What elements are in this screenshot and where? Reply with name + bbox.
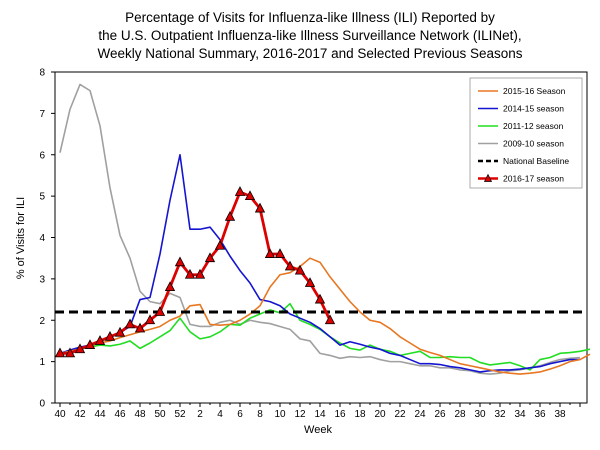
series-layer [59,83,591,375]
chart-title-line-1: Percentage of Visits for Influenza-like … [125,10,495,25]
x-tick-label: 4 [217,409,223,420]
x-tick-label: 46 [114,409,126,420]
legend-label-national-baseline: National Baseline [503,156,569,166]
legend-label: 2011-12 season [503,121,564,131]
data-point-2016-17 [114,326,126,337]
legend-label: 2009-10 season [503,139,564,149]
y-tick-label: 0 [39,399,45,410]
chart-title-line-2: the U.S. Outpatient Influenza-like Illne… [98,28,521,43]
x-tick-label: 30 [474,409,486,420]
series-line-2015-16-season [59,257,591,375]
x-axis-label: Week [304,424,332,436]
series-line-2016-17-season [60,190,332,355]
data-point-2016-17 [164,281,176,292]
data-point-2016-17 [244,190,256,201]
x-tick-label: 42 [74,409,86,420]
y-tick-label: 8 [39,68,45,79]
data-point-2016-17 [64,347,76,358]
x-tick-label: 52 [174,409,186,420]
x-tick-label: 50 [154,409,166,420]
data-point-2016-17 [184,268,196,279]
y-tick-label: 1 [39,357,45,368]
x-tick-label: 38 [554,409,566,420]
y-axis-label: % of Visits for ILI [15,197,27,279]
data-point-2016-17 [204,252,216,263]
y-tick-label: 4 [39,233,45,244]
data-point-2016-17 [264,248,276,258]
data-point-2016-17 [144,314,156,325]
data-point-2016-17 [74,343,86,354]
y-tick-label: 3 [39,274,45,285]
y-tick-label: 7 [39,109,45,120]
x-tick-label: 6 [237,409,243,420]
legend: 2015-16 Season 2014-15 season 2011-12 seas… [469,77,583,189]
data-point-2016-17 [134,322,146,333]
legend-label: 2016-17 season [503,174,564,184]
legend-box [469,77,583,189]
data-point-2016-17 [304,277,316,287]
x-tick-label: 26 [434,409,446,420]
data-point-2016-17 [194,268,206,279]
data-point-2016-17 [234,186,246,196]
x-tick-label: 28 [454,409,466,420]
y-tick-label: 5 [39,192,45,203]
x-tick-label: 32 [494,409,506,420]
x-tick-label: 48 [134,409,146,420]
x-tick-label: 2 [197,409,203,420]
data-point-2016-17 [124,318,136,329]
x-tick-label: 8 [257,409,263,420]
data-point-2016-17 [84,339,96,349]
data-point-2016-17 [254,202,266,213]
x-tick-label: 18 [354,409,366,420]
x-axis-ticks: 40 42 44 46 48 50 52 2 4 6 8 10 12 14 16 18 20 22 24 26 28 30… [54,403,581,420]
legend-marker [483,173,493,182]
data-point-2016-17 [174,256,186,267]
current-season-layer [54,186,336,358]
x-tick-label: 12 [294,409,306,420]
legend-label: 2015-16 Season [503,86,566,96]
data-point-2016-17 [274,248,286,258]
series-line-2011-12-season [59,302,591,371]
data-point-2016-17 [94,335,106,345]
data-point-2016-17 [154,306,166,316]
y-tick-label: 2 [39,316,45,327]
data-point-2016-17 [324,314,336,325]
data-point-2016-17 [314,293,326,304]
data-point-2016-17 [214,239,226,250]
chart-title-line-3: Weekly National Summary, 2016-2017 and S… [98,46,523,61]
data-point-2016-17 [294,264,306,275]
x-tick-label: 44 [94,409,106,420]
data-point-2016-17 [224,210,236,221]
data-point-2016-17 [284,260,296,271]
y-axis-ticks: 0 1 2 3 4 5 6 7 8 [39,68,55,410]
data-point-2016-17 [104,330,116,341]
x-tick-label: 36 [534,409,546,420]
x-tick-label: 20 [374,409,386,420]
x-tick-label: 40 [54,409,66,420]
data-point-2016-17 [54,347,66,358]
x-tick-label: 10 [274,409,286,420]
legend-label: 2014-15 season [503,104,564,114]
x-tick-label: 14 [314,409,326,420]
x-tick-label: 16 [334,409,346,420]
y-tick-label: 6 [39,150,45,161]
x-tick-label: 22 [394,409,406,420]
x-tick-label: 34 [514,409,526,420]
x-tick-label: 24 [414,409,426,420]
